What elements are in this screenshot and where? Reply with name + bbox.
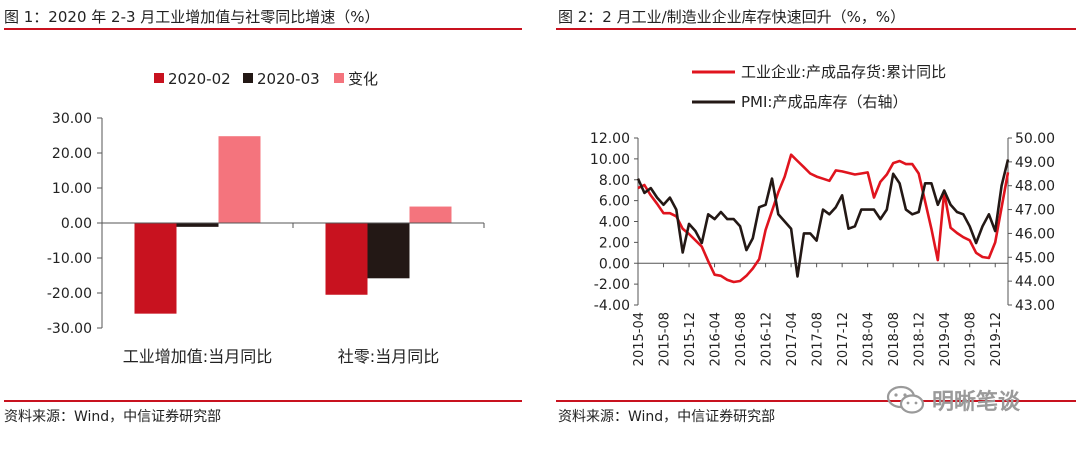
y-tick-label-left: 12.00 (590, 131, 630, 147)
bar (409, 206, 452, 223)
line-chart: 12.00 10.00 8.00 6.00 4.00 2.00 0.00 -2.00 -4.00… (590, 63, 1055, 366)
x-tick-label: 2016-08 (734, 312, 749, 366)
y-tick-label-right: 47.00 (1015, 203, 1055, 219)
y-tick-label-left: 2.00 (599, 235, 630, 251)
y-tick-label-right: 43.00 (1015, 298, 1055, 314)
title-rule-right (556, 28, 1076, 30)
y-tick-label-left: 6.00 (599, 194, 630, 210)
x-tick-label: 2016-04 (709, 312, 724, 366)
chart-title-left: 图 1：2020 年 2-3 月工业增加值与社零同比增速（%） (4, 8, 380, 26)
wechat-icon (886, 385, 925, 414)
x-tick-label: 2018-08 (887, 312, 902, 366)
x-tick-label: 2019-08 (964, 312, 979, 366)
x-tick-label: 2019-04 (938, 312, 953, 366)
y-tick-label-right: 49.00 (1015, 155, 1055, 171)
x-tick-label: 2017-12 (836, 312, 851, 366)
watermark-text: 明晰笔谈 (932, 390, 1021, 415)
chart-title-right: 图 2：2 月工业/制造业企业库存快速回升（%，%） (558, 8, 906, 26)
source-note-right: 资料来源：Wind，中信证券研究部 (558, 409, 776, 425)
y-tick-label-right: 46.00 (1015, 226, 1055, 242)
y-tick-label-left: -2.00 (594, 277, 630, 293)
y-tick-label: -30.00 (47, 321, 92, 337)
y-tick-label: -10.00 (47, 251, 92, 267)
x-tick-label: 2015-08 (658, 312, 673, 366)
legend-label: 2020-03 (257, 70, 320, 88)
y-tick-label: 10.00 (52, 181, 92, 197)
y-tick-label-left: 8.00 (599, 173, 630, 189)
x-tick-label: 2017-04 (785, 312, 800, 366)
x-tick-label: 2018-12 (913, 312, 928, 366)
bar (367, 223, 410, 279)
bar (176, 223, 219, 227)
watermark: 明晰笔谈 (886, 384, 1020, 416)
y-tick-label-left: 10.00 (590, 152, 630, 168)
legend-label: PMI:产成品库存（右轴） (741, 93, 907, 111)
legend-label: 变化 (348, 70, 378, 88)
legend-label: 2020-02 (168, 70, 231, 88)
bar (325, 223, 368, 295)
x-tick-label: 2018-04 (862, 312, 877, 366)
category-label: 社零:当月同比 (338, 347, 439, 366)
y-tick-label-right: 50.00 (1015, 131, 1055, 147)
title-rule-left (4, 28, 522, 30)
pmi-series-line (636, 159, 1010, 278)
y-tick-label-left: 0.00 (599, 256, 630, 272)
y-tick-label: 0.00 (61, 216, 92, 232)
y-tick-label-right: 48.00 (1015, 179, 1055, 195)
y-tick-label-left: -4.00 (594, 298, 630, 314)
x-tick-label: 2016-12 (760, 312, 775, 366)
source-rule-right (556, 400, 1076, 402)
inventory-series-line (637, 153, 1010, 284)
category-label: 工业增加值:当月同比 (123, 347, 272, 366)
bar (134, 223, 177, 314)
x-tick-label: 2015-12 (683, 312, 698, 366)
legend-swatch (154, 73, 164, 83)
legend-label: 工业企业:产成品存货:累计同比 (741, 63, 946, 81)
source-note-left: 资料来源：Wind，中信证券研究部 (4, 409, 222, 425)
x-tick-label: 2015-04 (632, 312, 647, 366)
y-tick-label-right: 44.00 (1015, 274, 1055, 290)
x-tick-label: 2019-12 (989, 312, 1004, 366)
y-tick-label: 20.00 (52, 146, 92, 162)
y-tick-label-right: 45.00 (1015, 250, 1055, 266)
legend-swatch (334, 73, 344, 83)
y-tick-label-left: 4.00 (599, 215, 630, 231)
bar (218, 136, 261, 223)
x-tick-label: 2017-08 (811, 312, 826, 366)
legend-swatch (243, 73, 253, 83)
y-tick-label: -20.00 (47, 286, 92, 302)
source-rule-left (4, 400, 522, 402)
bar-chart: 30.00 20.00 10.00 0.00 -10.00 -20.00 -30.00 工业增… (47, 70, 485, 366)
y-tick-label: 30.00 (52, 111, 92, 127)
